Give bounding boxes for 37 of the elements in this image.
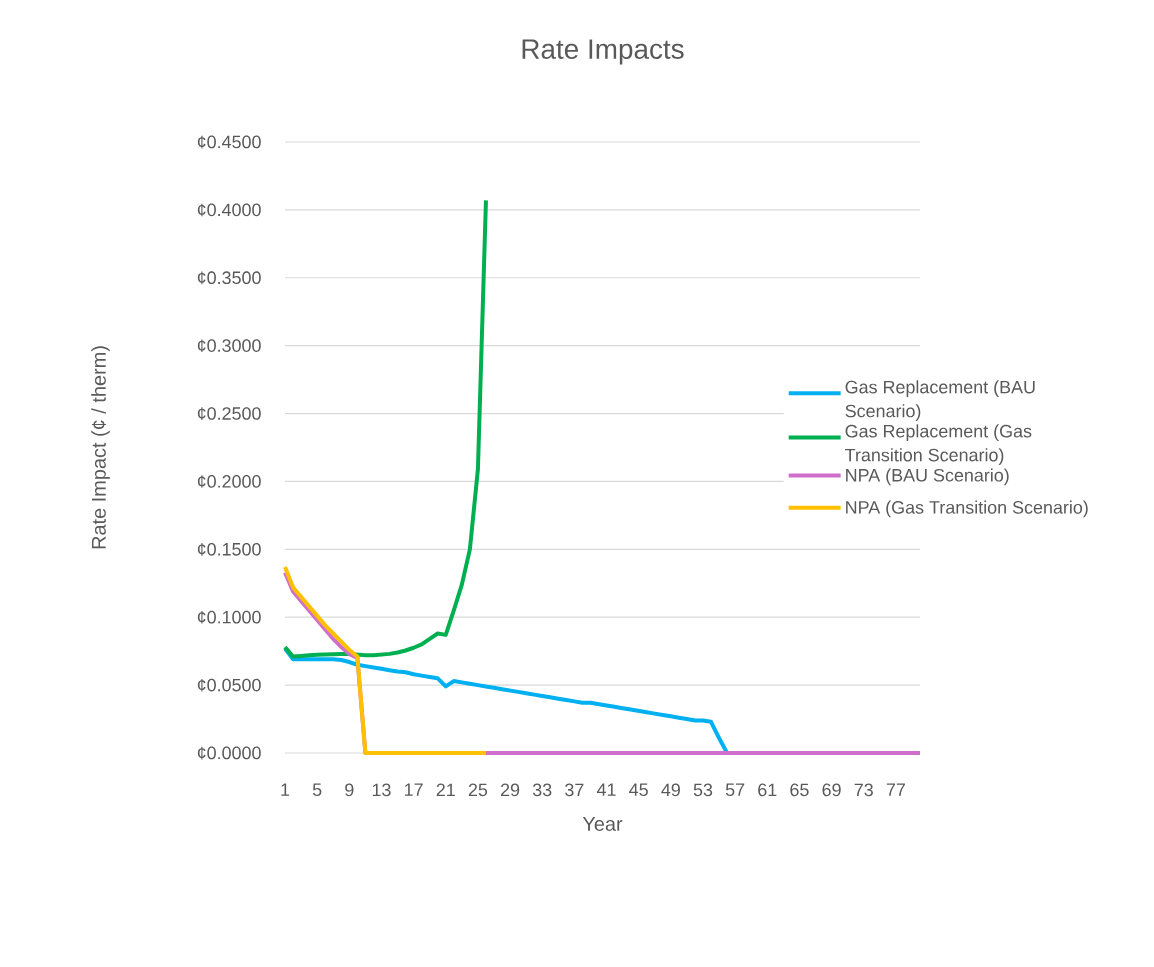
y-tick-label: ¢0.0500 bbox=[197, 678, 261, 692]
x-tick-label: 13 bbox=[372, 783, 391, 797]
x-tick-label: 29 bbox=[501, 783, 520, 797]
x-axis-title: Year bbox=[582, 817, 623, 831]
x-tick-label: 61 bbox=[758, 783, 777, 797]
x-tick-label: 49 bbox=[661, 783, 680, 797]
y-tick-label: ¢0.0000 bbox=[197, 746, 261, 760]
x-tick-label: 57 bbox=[725, 783, 745, 797]
x-tick-label: 69 bbox=[822, 783, 841, 797]
x-tick-label: 25 bbox=[468, 783, 488, 797]
y-tick-label: ¢0.1000 bbox=[197, 610, 261, 624]
x-tick-label: 17 bbox=[405, 783, 423, 796]
y-tick-label: ¢0.4000 bbox=[197, 203, 261, 217]
x-tick-label: 33 bbox=[532, 783, 552, 797]
x-tick-label: 73 bbox=[854, 783, 873, 797]
y-tick-label: ¢0.3500 bbox=[197, 271, 261, 285]
x-tick-label: 45 bbox=[629, 783, 648, 797]
legend-label: Gas Replacement (BAU Scenario) bbox=[845, 380, 1035, 421]
x-tick-label: 21 bbox=[436, 783, 455, 797]
x-tick-label: 53 bbox=[693, 783, 713, 797]
x-tick-label: 9 bbox=[345, 783, 354, 797]
y-tick-label: ¢0.2000 bbox=[197, 475, 261, 488]
legend-label: NPA (Gas Transition Scenario) bbox=[846, 500, 1088, 518]
x-tick-label: 5 bbox=[312, 783, 322, 797]
y-tick-label: ¢0.1500 bbox=[197, 542, 261, 556]
y-tick-label: ¢0.3000 bbox=[197, 339, 261, 353]
x-tick-label: 77 bbox=[886, 783, 905, 796]
legend-label: Gas Replacement (Gas Transition Scenario) bbox=[845, 424, 1032, 465]
y-tick-label: ¢0.4500 bbox=[197, 135, 261, 149]
y-axis-title: Rate Impact (¢ / therm) bbox=[91, 346, 110, 549]
x-tick-label: 37 bbox=[565, 783, 584, 797]
x-tick-label: 41 bbox=[596, 783, 616, 796]
legend-label: NPA (BAU Scenario) bbox=[846, 468, 1009, 486]
chart-title: Rate Impacts bbox=[522, 39, 684, 65]
x-tick-label: 1 bbox=[281, 783, 290, 796]
x-tick-label: 65 bbox=[790, 783, 809, 797]
y-tick-label: ¢0.2500 bbox=[197, 407, 261, 420]
